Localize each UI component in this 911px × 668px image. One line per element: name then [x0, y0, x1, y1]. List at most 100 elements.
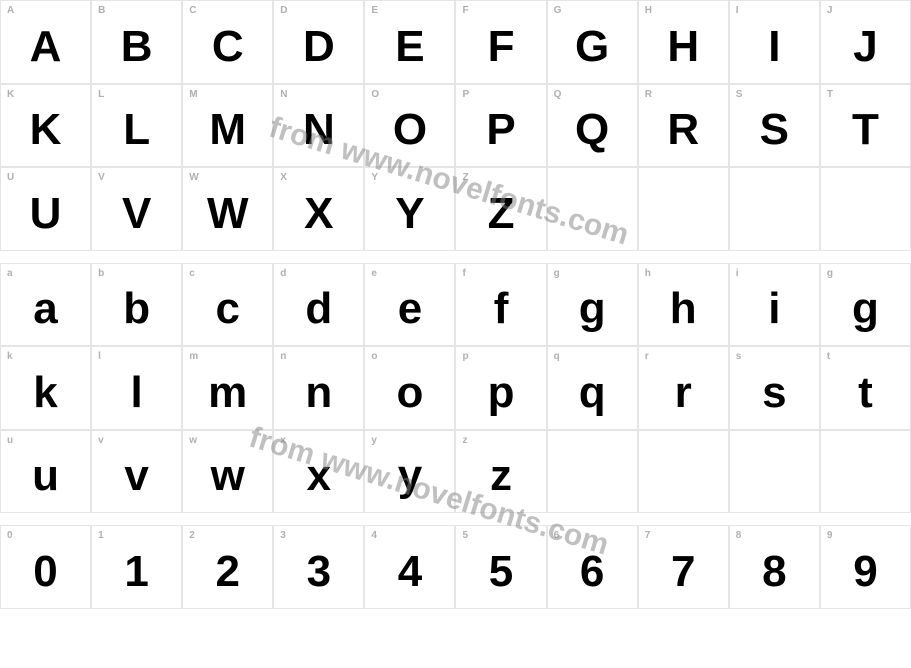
cell-label: G	[554, 5, 562, 16]
glyph: s	[762, 368, 786, 418]
glyph-cell	[547, 430, 638, 514]
glyph-cell: dd	[273, 263, 364, 347]
cell-label: f	[462, 268, 465, 279]
cell-label: k	[7, 351, 13, 362]
glyph-cell: 77	[638, 525, 729, 609]
cell-label: i	[736, 268, 739, 279]
glyph: u	[32, 451, 59, 501]
glyph: 0	[33, 547, 57, 597]
cell-label: M	[189, 89, 197, 100]
glyph: I	[768, 22, 780, 72]
glyph: z	[490, 451, 512, 501]
cell-label: a	[7, 268, 13, 279]
cell-label: T	[827, 89, 833, 100]
glyph-cell	[820, 430, 911, 514]
glyph-cell: NN	[273, 84, 364, 168]
glyph: T	[852, 105, 879, 155]
cell-label: d	[280, 268, 286, 279]
glyph-cell: GG	[547, 0, 638, 84]
glyph-cell: gg	[820, 263, 911, 347]
glyph: v	[124, 451, 148, 501]
glyph-cell: ff	[455, 263, 546, 347]
cell-label: L	[98, 89, 104, 100]
glyph-cell: UU	[0, 167, 91, 251]
glyph-cell: QQ	[547, 84, 638, 168]
spacer-row	[0, 251, 911, 263]
glyph: i	[768, 284, 780, 334]
glyph: m	[208, 368, 247, 418]
glyph-cell: RR	[638, 84, 729, 168]
cell-label: m	[189, 351, 198, 362]
glyph: c	[216, 284, 240, 334]
glyph: F	[488, 22, 515, 72]
glyph: Z	[488, 189, 515, 239]
glyph: g	[852, 284, 879, 334]
glyph-cell: JJ	[820, 0, 911, 84]
glyph-cell: kk	[0, 346, 91, 430]
cell-label: 5	[462, 530, 468, 541]
cell-label: A	[7, 5, 14, 16]
cell-label: Y	[371, 172, 378, 183]
glyph-cell: gg	[547, 263, 638, 347]
glyph: d	[305, 284, 332, 334]
glyph-cell: KK	[0, 84, 91, 168]
glyph: Y	[395, 189, 424, 239]
glyph: 9	[853, 547, 877, 597]
glyph: L	[123, 105, 150, 155]
glyph-cell: PP	[455, 84, 546, 168]
glyph-cell: TT	[820, 84, 911, 168]
cell-label: b	[98, 268, 104, 279]
glyph-cell	[638, 430, 729, 514]
cell-label: g	[827, 268, 833, 279]
glyph-cell: DD	[273, 0, 364, 84]
glyph: D	[303, 22, 335, 72]
glyph-cell: CC	[182, 0, 273, 84]
cell-label: r	[645, 351, 649, 362]
glyph: g	[579, 284, 606, 334]
cell-label: 1	[98, 530, 104, 541]
glyph: y	[398, 451, 422, 501]
glyph-cell: oo	[364, 346, 455, 430]
glyph-cell: EE	[364, 0, 455, 84]
glyph: P	[486, 105, 515, 155]
glyph: l	[131, 368, 143, 418]
glyph-cell: 00	[0, 525, 91, 609]
glyph: A	[30, 22, 62, 72]
cell-label: W	[189, 172, 198, 183]
glyph: r	[675, 368, 692, 418]
glyph-cell: HH	[638, 0, 729, 84]
glyph: 8	[762, 547, 786, 597]
glyph-cell: zz	[455, 430, 546, 514]
glyph-cell	[729, 430, 820, 514]
glyph-cell: SS	[729, 84, 820, 168]
cell-label: n	[280, 351, 286, 362]
glyph: x	[307, 451, 331, 501]
glyph: f	[494, 284, 509, 334]
glyph-cell: uu	[0, 430, 91, 514]
cell-label: c	[189, 268, 195, 279]
glyph: 5	[489, 547, 513, 597]
glyph-cell: MM	[182, 84, 273, 168]
cell-label: x	[280, 435, 286, 446]
cell-label: z	[462, 435, 467, 446]
glyph: U	[30, 189, 62, 239]
glyph: 7	[671, 547, 695, 597]
glyph-cell: ZZ	[455, 167, 546, 251]
cell-label: y	[371, 435, 377, 446]
cell-label: N	[280, 89, 287, 100]
cell-label: F	[462, 5, 468, 16]
cell-label: P	[462, 89, 469, 100]
glyph: S	[760, 105, 789, 155]
character-map-grid: AABBCCDDEEFFGGHHIIJJKKLLMMNNOOPPQQRRSSTT…	[0, 0, 911, 609]
glyph-cell: aa	[0, 263, 91, 347]
glyph-cell: ss	[729, 346, 820, 430]
cell-label: S	[736, 89, 743, 100]
spacer-row	[0, 513, 911, 525]
glyph: G	[575, 22, 609, 72]
glyph-cell: rr	[638, 346, 729, 430]
glyph: R	[667, 105, 699, 155]
glyph: K	[30, 105, 62, 155]
glyph: C	[212, 22, 244, 72]
glyph-cell: 88	[729, 525, 820, 609]
glyph-cell: OO	[364, 84, 455, 168]
